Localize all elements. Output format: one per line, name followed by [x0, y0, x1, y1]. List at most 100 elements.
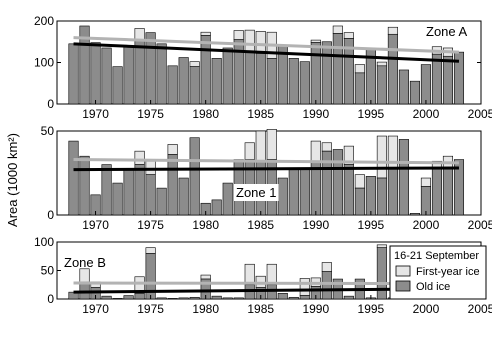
bar-first-year-ice	[354, 174, 365, 189]
bar-old-ice	[123, 169, 134, 216]
bar-old-ice	[90, 42, 101, 105]
bar-old-ice	[332, 149, 343, 216]
bar-old-ice	[211, 199, 222, 216]
bar-first-year-ice	[79, 268, 90, 283]
bar-old-ice	[178, 297, 189, 300]
y-tick-label: 200	[34, 14, 54, 28]
bar-first-year-ice	[255, 130, 266, 162]
trend-line-total	[73, 36, 460, 54]
x-tick-label: 1975	[137, 302, 164, 316]
bar-old-ice	[376, 177, 387, 216]
bar-first-year-ice	[266, 263, 277, 286]
zone-label: Zone A	[426, 24, 468, 39]
bar-first-year-ice	[354, 64, 365, 74]
bar-old-ice	[222, 297, 233, 300]
bar-old-ice	[277, 177, 288, 216]
panel-1: 0 100 200 1970 1975 1980 1985 1990 1995 2000 2005 Z…	[34, 14, 492, 121]
bar-old-ice	[387, 33, 398, 105]
bar-old-ice	[354, 187, 365, 216]
bar-old-ice	[321, 150, 332, 216]
bar-old-ice	[288, 58, 299, 105]
x-tick-label: 1995	[358, 302, 385, 316]
bar-old-ice	[332, 33, 343, 105]
bar-old-ice	[277, 292, 288, 300]
bar-old-ice	[442, 167, 453, 216]
y-tick-label: 100	[34, 56, 54, 70]
bar-first-year-ice	[332, 25, 343, 34]
x-tick-label: 1980	[192, 218, 219, 232]
bar-old-ice	[123, 295, 134, 300]
x-tick-label: 1975	[137, 107, 164, 121]
bar-old-ice	[299, 295, 310, 300]
bar-old-ice	[145, 174, 156, 216]
bar-old-ice	[156, 187, 167, 216]
zone-label: Zone B	[64, 255, 106, 270]
bar-first-year-ice	[145, 247, 156, 254]
bar-old-ice	[112, 66, 123, 105]
x-tick-label: 1990	[302, 107, 329, 121]
bar-old-ice	[255, 53, 266, 105]
bar-old-ice	[387, 167, 398, 216]
bar-old-ice	[68, 43, 79, 105]
bar-old-ice	[310, 42, 321, 105]
x-tick-label: 2000	[413, 302, 440, 316]
y-tick-label: 0	[47, 292, 54, 306]
trend-line-old	[73, 166, 459, 172]
bar-old-ice	[123, 45, 134, 105]
bar-old-ice	[112, 182, 123, 216]
y-tick-label: 0	[47, 208, 54, 222]
x-tick-label: 1970	[82, 302, 109, 316]
x-tick-label: 1970	[82, 218, 109, 232]
bar-old-ice	[134, 40, 145, 105]
bar-old-ice	[101, 47, 112, 105]
bar-old-ice	[343, 38, 354, 105]
x-tick-label: 1995	[358, 218, 385, 232]
zone-label: Zone 1	[236, 185, 276, 200]
legend-item-label: First-year ice	[416, 266, 480, 278]
bar-first-year-ice	[233, 30, 244, 40]
x-tick-label: 1985	[247, 218, 274, 232]
bar-old-ice	[145, 32, 156, 105]
bar-first-year-ice	[420, 177, 431, 187]
bar-old-ice	[222, 47, 233, 105]
bar-old-ice	[178, 57, 189, 105]
bar-old-ice	[431, 53, 442, 105]
bar-old-ice	[134, 292, 145, 300]
bar-old-ice	[343, 295, 354, 300]
bar-first-year-ice	[310, 140, 321, 162]
bar-first-year-ice	[244, 142, 255, 160]
bar-old-ice	[222, 182, 233, 216]
bar-old-ice	[365, 176, 376, 216]
bar-old-ice	[409, 80, 420, 105]
bar-first-year-ice	[387, 26, 398, 35]
x-tick-label: 1980	[192, 107, 219, 121]
bar-old-ice	[299, 167, 310, 216]
x-tick-label: 2000	[413, 107, 440, 121]
bar-old-ice	[167, 298, 178, 300]
x-tick-label: 1970	[82, 107, 109, 121]
bar-old-ice	[68, 140, 79, 216]
bar-old-ice	[233, 297, 244, 300]
x-tick-label: 2000	[413, 218, 440, 232]
zone-label-background	[234, 184, 279, 201]
bar-old-ice	[398, 69, 409, 105]
y-tick-label: 0	[47, 97, 54, 111]
bar-old-ice	[442, 55, 453, 105]
bar-old-ice	[398, 139, 409, 216]
bar-first-year-ice	[376, 61, 387, 67]
bar-old-ice	[233, 39, 244, 105]
bar-old-ice	[167, 154, 178, 216]
x-tick-label: 1990	[302, 218, 329, 232]
panels-layer: 0 100 200 1970 1975 1980 1985 1990 1995 2000 2005 Z…	[34, 14, 492, 316]
bar-old-ice	[420, 64, 431, 105]
legend-swatch-old-ice	[395, 280, 411, 292]
y-tick-label: 50	[41, 264, 55, 278]
bar-first-year-ice	[266, 129, 277, 160]
bar-first-year-ice	[200, 31, 211, 36]
bar-first-year-ice	[310, 39, 321, 43]
y-tick-label: 50	[41, 124, 55, 138]
x-tick-label: 1990	[302, 302, 329, 316]
bar-old-ice	[244, 51, 255, 105]
bar-old-ice	[211, 295, 222, 300]
bar-old-ice	[354, 72, 365, 105]
